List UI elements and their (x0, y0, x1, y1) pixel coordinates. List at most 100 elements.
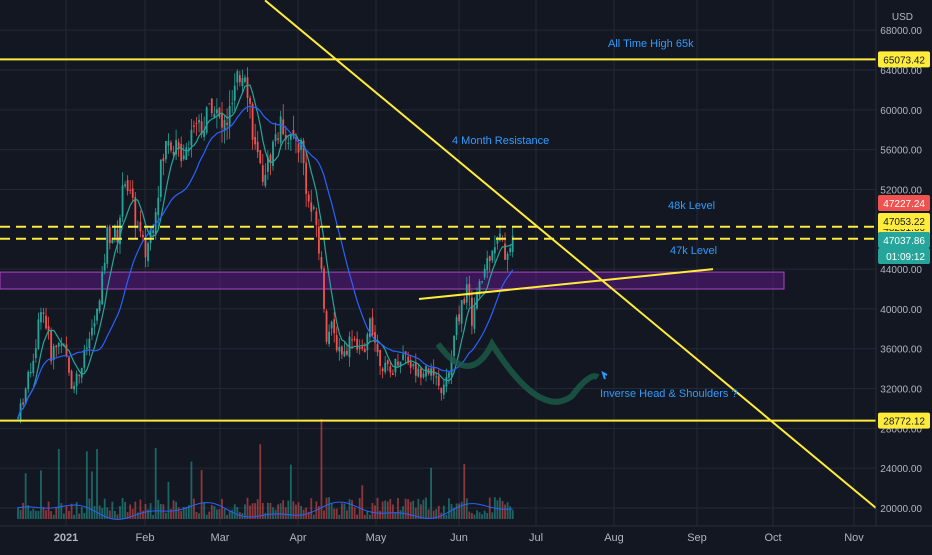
volume-bar (409, 501, 412, 519)
candle-body (101, 271, 104, 305)
volume-bar (404, 498, 407, 519)
neckline-trendline (418, 268, 714, 300)
volume-bar (190, 461, 193, 519)
candle-body (80, 367, 83, 378)
volume-bar (351, 500, 353, 519)
candle-body (182, 155, 185, 160)
candle-body (167, 140, 170, 146)
candle-body (22, 402, 24, 405)
time-tick-label: Aug (604, 532, 624, 544)
volume-bar (399, 510, 402, 519)
candle-body (114, 225, 116, 238)
candle-body (504, 243, 506, 260)
candle-body (121, 185, 124, 217)
volume-bar (335, 508, 338, 519)
volume-bar (491, 512, 494, 519)
candle-body (116, 229, 119, 243)
volume-bar (142, 510, 144, 519)
price-tick-label: 68000.00 (880, 26, 922, 37)
candle-body (481, 281, 483, 283)
time-tick-label: Jun (450, 532, 468, 544)
volume-bar (226, 514, 228, 519)
candle-body (70, 370, 73, 389)
volume-bar (236, 507, 239, 519)
candle-body (124, 184, 126, 187)
candle-body (287, 142, 290, 144)
candle-body (323, 268, 325, 309)
volume-bar (195, 511, 198, 519)
candle-body (198, 119, 200, 123)
price-tick-label: 64000.00 (880, 66, 922, 77)
volume-bar (369, 514, 371, 519)
candle-body (509, 248, 512, 253)
time-tick-label: Oct (764, 532, 781, 544)
candle-body (440, 387, 443, 394)
volume-bar (177, 507, 180, 519)
candle-body (402, 354, 404, 360)
candle-body (210, 98, 213, 114)
volume-bar (374, 505, 376, 519)
volume-bar (244, 504, 246, 519)
volume-bar (427, 509, 430, 519)
volume-bar (468, 511, 471, 519)
candle-body (328, 331, 330, 344)
volume-bar (391, 504, 394, 519)
candle-body (414, 361, 417, 376)
candle-body (218, 107, 221, 117)
candle-body (246, 77, 249, 98)
volume-bar (185, 506, 188, 519)
candle-body (267, 157, 269, 172)
candle-body (379, 350, 381, 367)
candle-body (159, 159, 162, 198)
volume-bar (471, 513, 473, 519)
candle-body (366, 334, 369, 351)
volume-bar (152, 514, 155, 519)
candle-body (420, 368, 422, 378)
candle-body (302, 140, 305, 163)
volume-bar (37, 510, 40, 519)
price-tick-label: 32000.00 (880, 385, 922, 396)
zone-rect (0, 271, 785, 290)
volume-bar (445, 514, 448, 519)
volume-bar (129, 504, 132, 519)
volume-bar (159, 503, 162, 519)
volume-bar (203, 501, 206, 519)
time-tick-label: 2021 (54, 532, 78, 544)
candle-body (312, 207, 315, 209)
candle-body (325, 311, 328, 342)
level-47k-price-tag: 47053.22 (878, 213, 930, 229)
volume-bar (75, 502, 78, 519)
moving-averages (17, 84, 600, 418)
price-level-labels: 65073.4248251.6647227.2447053.2247037.86… (878, 51, 930, 429)
candle-body (307, 194, 310, 202)
candle-body (175, 139, 177, 155)
candle-body (448, 372, 450, 378)
volume-bar (50, 511, 53, 519)
support-price-tag-bg (878, 412, 930, 429)
volume-bar (287, 500, 290, 519)
price-tick-label: 40000.00 (880, 305, 922, 316)
volume-bar (40, 470, 42, 519)
volume-bar (193, 498, 195, 519)
candle-body (165, 141, 167, 160)
volume-bar (180, 510, 183, 519)
countdown-tag: 01:09:12 (878, 248, 930, 264)
volume-bar (320, 419, 323, 519)
annotation-ath: All Time High 65k (608, 38, 694, 50)
volume-bar (328, 497, 330, 519)
time-tick-label: Sep (687, 532, 707, 544)
time-axis[interactable] (0, 526, 876, 550)
volume-bar (70, 503, 73, 519)
countdown-tag-text: 01:09:12 (886, 252, 925, 263)
candle-body (274, 134, 277, 142)
volume-bar (455, 503, 458, 519)
price-tick-label: 24000.00 (880, 464, 922, 475)
candle-body (389, 366, 392, 373)
volume-bar (488, 497, 491, 519)
candle-body (399, 361, 402, 367)
candle-body (374, 332, 376, 343)
candle-body (190, 129, 193, 146)
volume-bar (91, 471, 93, 519)
